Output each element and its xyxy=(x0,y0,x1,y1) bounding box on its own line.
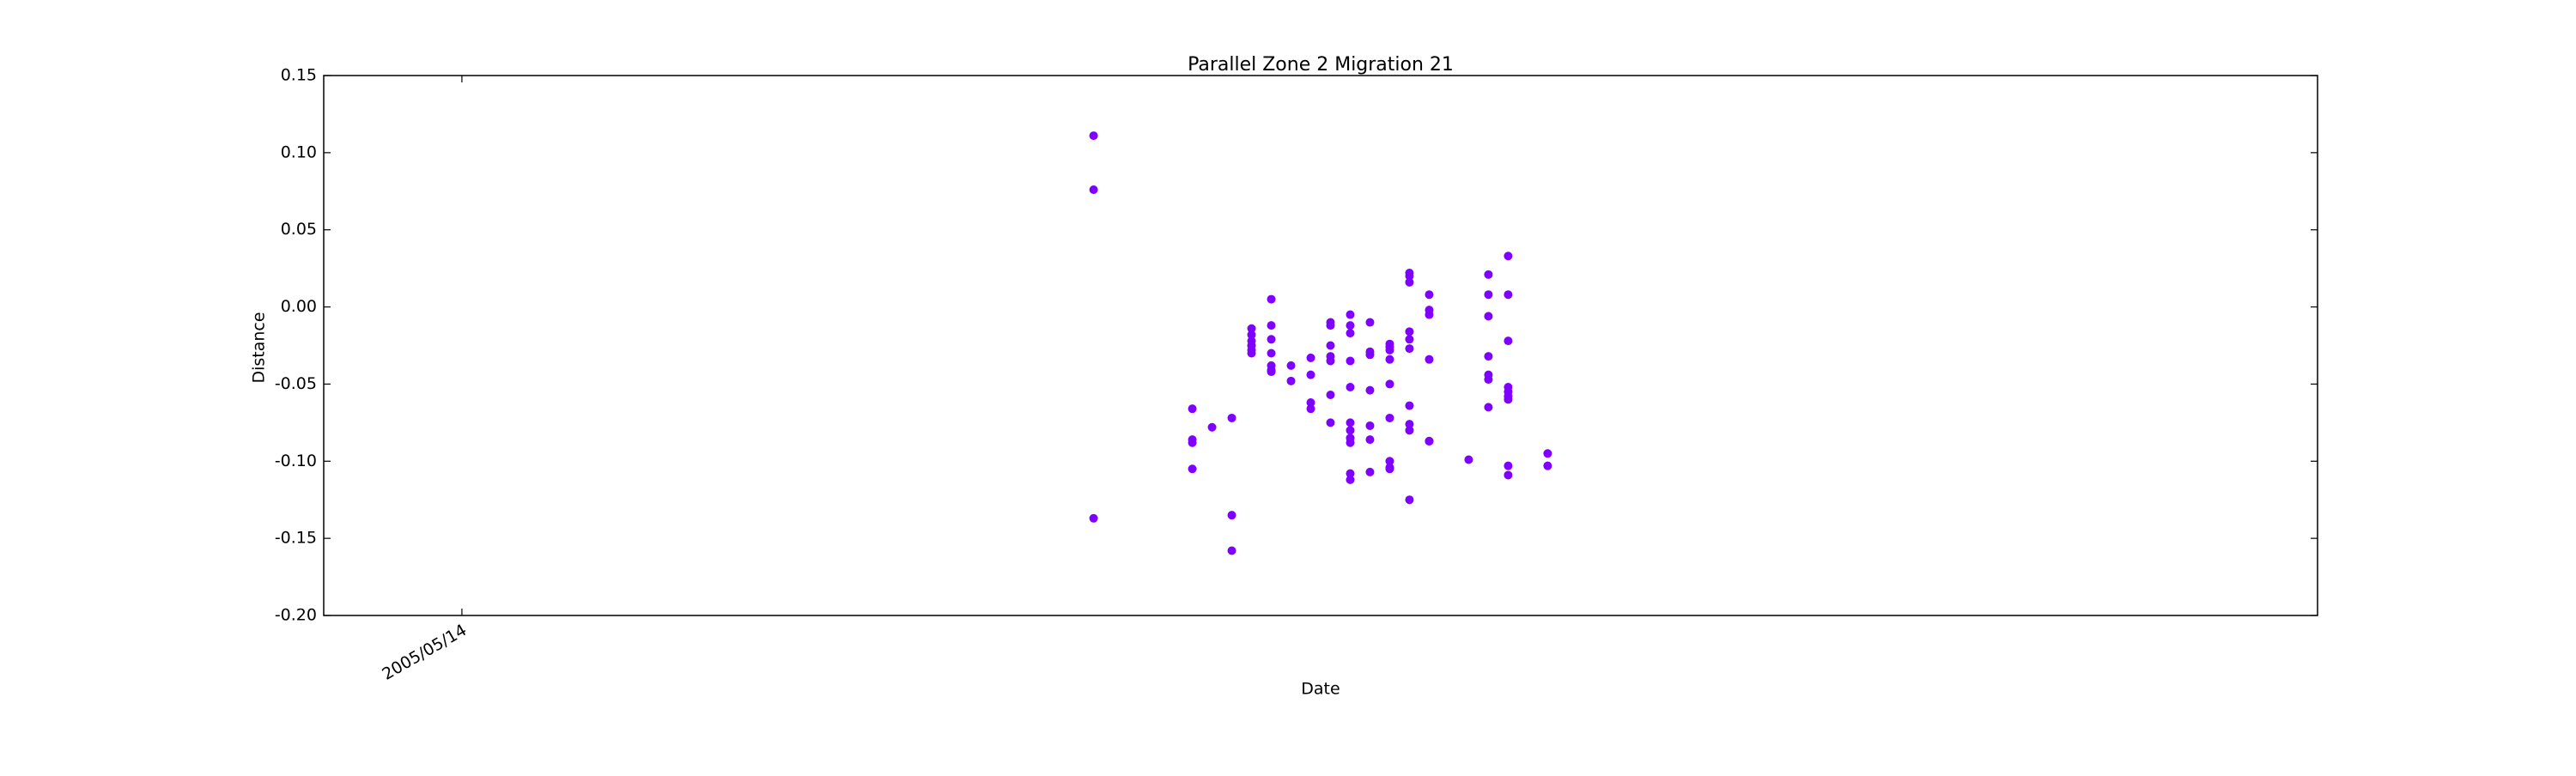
point xyxy=(1267,294,1276,304)
point xyxy=(1504,383,1513,392)
point xyxy=(1385,463,1394,472)
point xyxy=(1425,355,1434,364)
point xyxy=(1346,438,1355,447)
point xyxy=(1385,413,1394,422)
y-axis-label: Distance xyxy=(250,312,269,383)
point xyxy=(1405,335,1414,344)
point xyxy=(1326,391,1335,400)
point xyxy=(1306,353,1315,362)
point xyxy=(1346,329,1355,338)
x-axis-label: Date xyxy=(1301,680,1340,699)
point xyxy=(1504,461,1513,470)
point xyxy=(1267,335,1276,344)
point xyxy=(1089,131,1098,141)
point xyxy=(1504,252,1513,261)
point xyxy=(1425,436,1434,446)
y-tick-label: 0.05 xyxy=(281,220,317,239)
point xyxy=(1365,435,1375,445)
point xyxy=(1346,418,1355,427)
chart-title: Parallel Zone 2 Migration 21 xyxy=(1188,54,1454,76)
point xyxy=(1365,467,1375,476)
point xyxy=(1267,349,1276,358)
point xyxy=(1425,306,1434,315)
point xyxy=(1247,324,1256,333)
point xyxy=(1188,438,1197,447)
point xyxy=(1405,327,1414,336)
y-tick-label: 0.10 xyxy=(281,142,317,161)
point xyxy=(1346,426,1355,435)
point xyxy=(1346,383,1355,392)
point xyxy=(1346,469,1355,478)
point xyxy=(1543,461,1552,470)
point xyxy=(1346,321,1355,330)
point xyxy=(1089,513,1098,523)
point xyxy=(1484,270,1493,279)
point xyxy=(1346,356,1355,366)
point xyxy=(1365,385,1375,395)
y-tick-label: -0.10 xyxy=(275,452,317,470)
point xyxy=(1247,341,1256,350)
point xyxy=(1306,397,1315,407)
point xyxy=(1188,464,1197,474)
point xyxy=(1326,321,1335,330)
point xyxy=(1484,290,1493,300)
point xyxy=(1365,318,1375,327)
point xyxy=(1346,310,1355,319)
point xyxy=(1405,426,1414,435)
point xyxy=(1207,422,1217,432)
point xyxy=(1484,312,1493,321)
point xyxy=(1267,367,1276,377)
point xyxy=(1346,475,1355,484)
point xyxy=(1326,418,1335,427)
y-tick-label: -0.05 xyxy=(275,374,317,393)
point xyxy=(1385,345,1394,355)
point xyxy=(1385,355,1394,364)
point xyxy=(1484,403,1493,412)
point xyxy=(1365,421,1375,430)
point xyxy=(1385,457,1394,466)
point xyxy=(1405,495,1414,505)
point xyxy=(1267,361,1276,370)
y-tick-label: -0.20 xyxy=(275,606,317,625)
point xyxy=(1365,350,1375,360)
point xyxy=(1405,277,1414,287)
point xyxy=(1227,511,1236,520)
point xyxy=(1504,290,1513,300)
point xyxy=(1425,290,1434,300)
point xyxy=(1306,370,1315,379)
point xyxy=(1405,344,1414,354)
point xyxy=(1385,339,1394,349)
point xyxy=(1286,376,1296,385)
point xyxy=(1504,395,1513,404)
point xyxy=(1326,341,1335,350)
y-tick-label: 0.00 xyxy=(281,297,317,316)
point xyxy=(1543,449,1552,458)
point xyxy=(1484,370,1493,379)
point xyxy=(1089,185,1098,194)
point xyxy=(1188,404,1197,414)
point xyxy=(1286,361,1296,370)
point xyxy=(1504,470,1513,480)
point xyxy=(1326,352,1335,361)
y-tick-label: 0.15 xyxy=(281,66,317,85)
point xyxy=(1227,413,1236,422)
point xyxy=(1247,330,1256,339)
point xyxy=(1464,455,1473,464)
point xyxy=(1405,271,1414,281)
plot-frame xyxy=(323,75,2318,616)
point xyxy=(1227,546,1236,555)
point xyxy=(1267,321,1276,330)
point xyxy=(1385,379,1394,389)
point xyxy=(1484,352,1493,361)
point xyxy=(1504,336,1513,346)
point xyxy=(1405,420,1414,429)
point xyxy=(1405,401,1414,410)
point xyxy=(1306,404,1315,414)
y-tick-label: -0.15 xyxy=(275,529,317,548)
